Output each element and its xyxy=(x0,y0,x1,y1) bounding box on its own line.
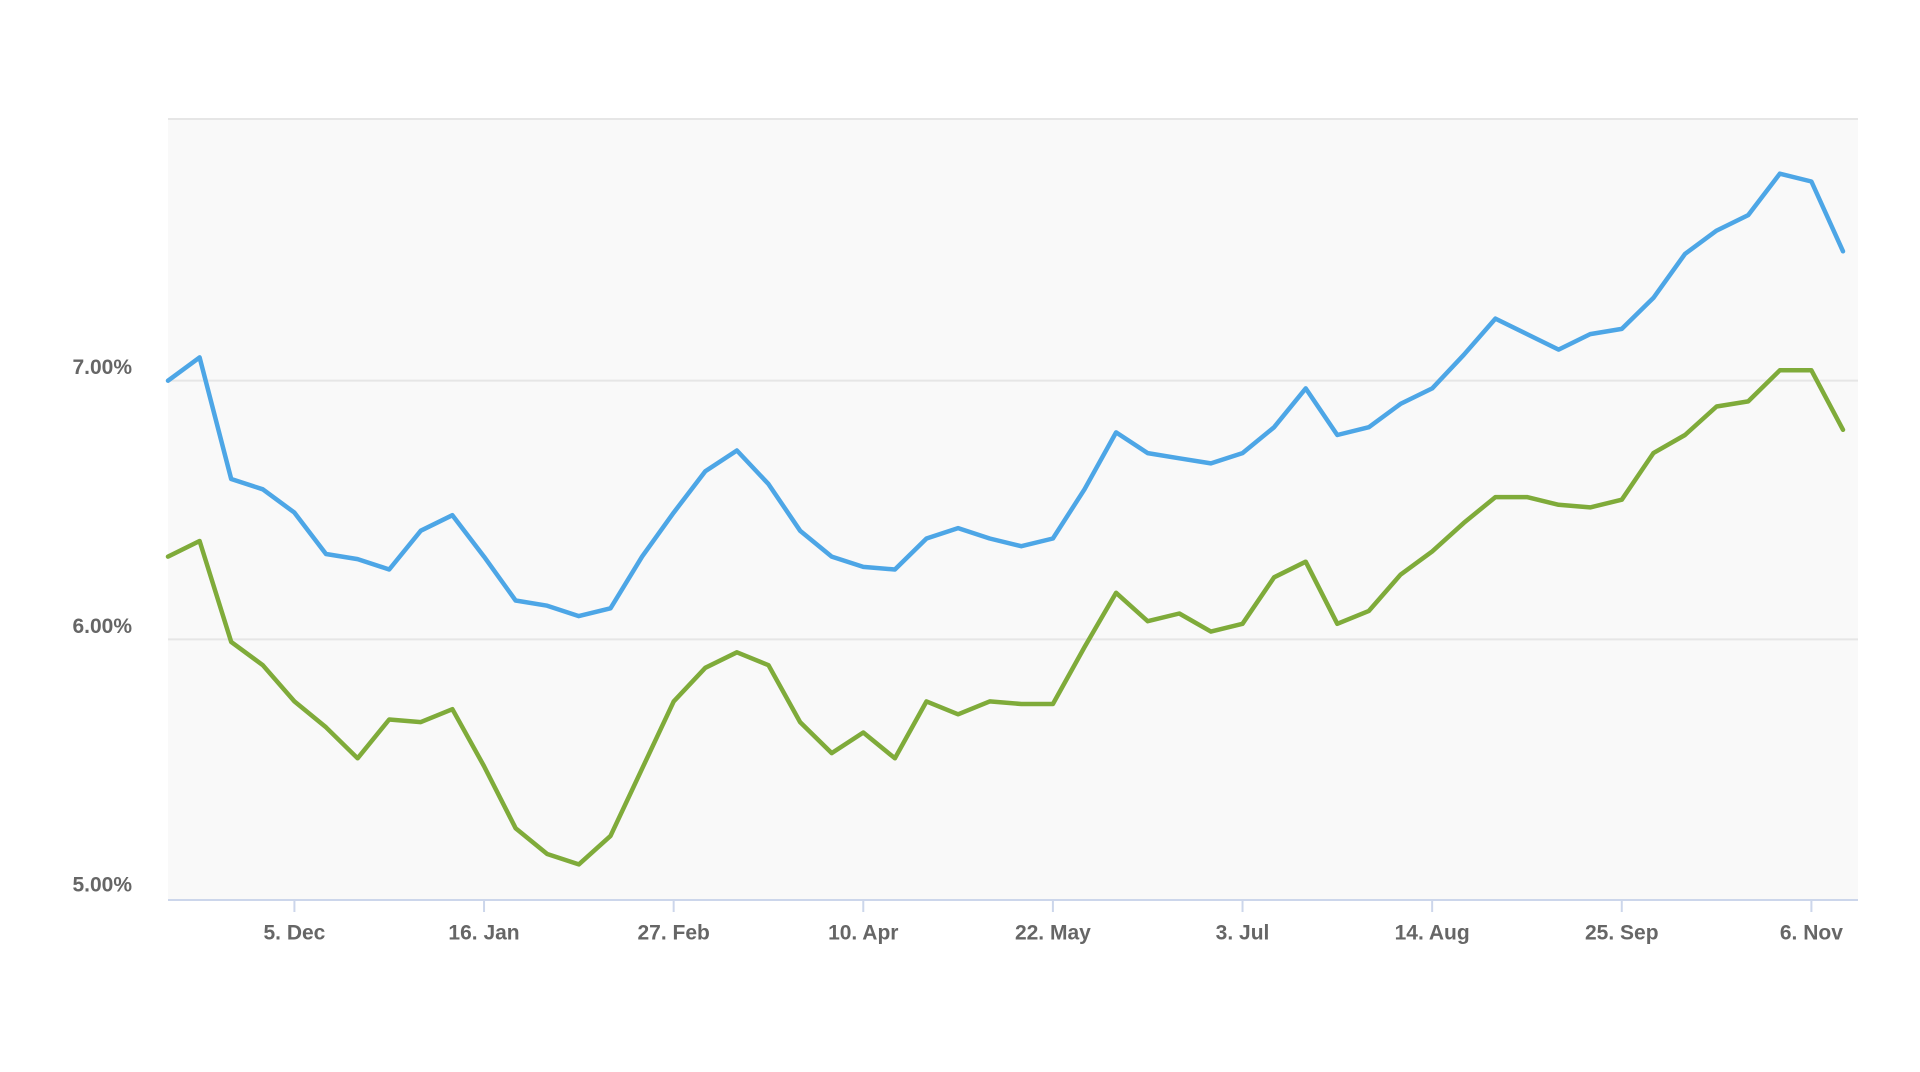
x-tick-label: 16. Jan xyxy=(448,922,519,945)
y-tick-label: 7.00% xyxy=(72,356,132,379)
x-tick-label: 25. Sep xyxy=(1585,922,1659,945)
x-tick-label: 14. Aug xyxy=(1395,922,1470,945)
x-tick-label: 5. Dec xyxy=(263,922,325,945)
x-tick-label: 3. Jul xyxy=(1216,922,1270,945)
series-line xyxy=(165,171,1846,619)
x-tick-label: 6. Nov xyxy=(1780,922,1843,945)
x-tick-label: 10. Apr xyxy=(828,922,898,945)
x-tick-label: 22. May xyxy=(1015,922,1091,945)
x-tick-label: 27. Feb xyxy=(637,922,709,945)
series-line xyxy=(165,368,1846,867)
y-tick-label: 5.00% xyxy=(72,874,132,897)
plot-background xyxy=(168,119,1858,900)
y-tick-label: 6.00% xyxy=(72,615,132,638)
